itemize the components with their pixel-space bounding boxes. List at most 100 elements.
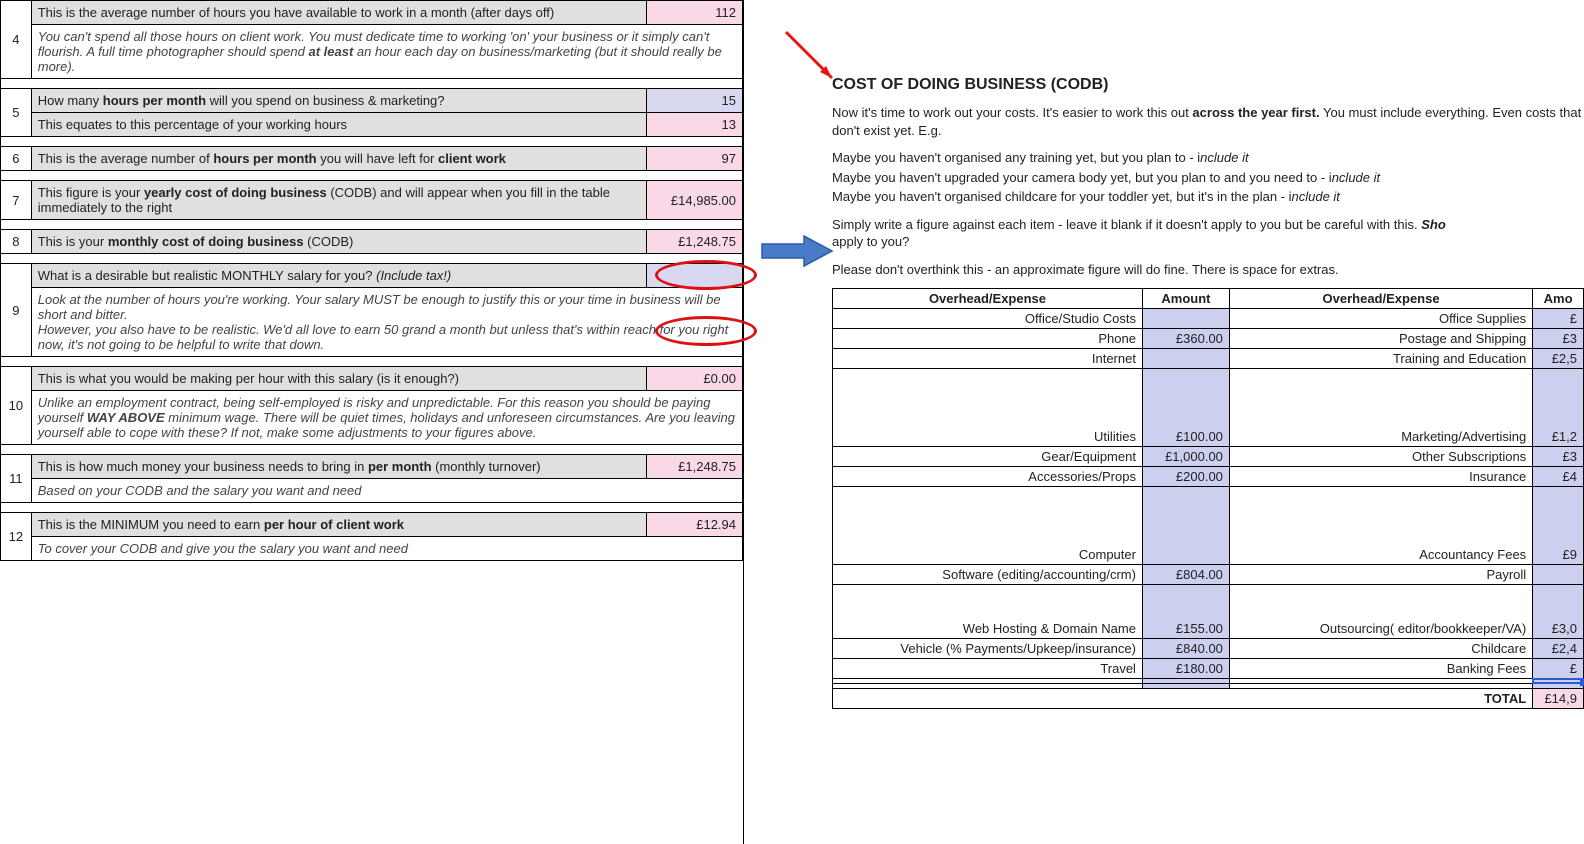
row-desc: This is the MINIMUM you need to earn per… bbox=[31, 513, 646, 537]
codb-amount-cell[interactable]: £100.00 bbox=[1142, 369, 1229, 447]
row-value[interactable]: 112 bbox=[646, 1, 742, 25]
row-value[interactable]: 15 bbox=[646, 89, 742, 113]
row-note: You can't spend all those hours on clien… bbox=[31, 25, 742, 79]
calc-row: 9What is a desirable but realistic MONTH… bbox=[1, 264, 743, 288]
maybe-line: Maybe you haven't organised any training… bbox=[832, 149, 1584, 167]
row-value[interactable]: £1,248.75 bbox=[646, 455, 742, 479]
codb-expense-label: Accountancy Fees bbox=[1229, 487, 1532, 565]
codb-amount-cell[interactable]: £2,4 bbox=[1533, 639, 1584, 659]
codb-amount-cell[interactable]: £ bbox=[1533, 309, 1584, 329]
row-sub-note: To cover your CODB and give you the sala… bbox=[31, 537, 742, 561]
codb-expense-label: Web Hosting & Domain Name bbox=[833, 585, 1143, 639]
codb-expense-label: Software (editing/accounting/crm) bbox=[833, 565, 1143, 585]
calc-row: 5How many hours per month will you spend… bbox=[1, 89, 743, 113]
calc-table: 4This is the average number of hours you… bbox=[0, 0, 743, 561]
row-desc: What is a desirable but realistic MONTHL… bbox=[31, 264, 646, 288]
row-number: 9 bbox=[1, 264, 32, 357]
codb-expense-label: Gear/Equipment bbox=[833, 447, 1143, 467]
codb-amount-cell[interactable]: £840.00 bbox=[1142, 639, 1229, 659]
codb-row: Utilities£100.00Marketing/Advertising£1,… bbox=[833, 369, 1584, 447]
calc-row: 10This is what you would be making per h… bbox=[1, 367, 743, 391]
codb-amount-cell[interactable] bbox=[1142, 309, 1229, 329]
codb-amount-cell[interactable]: £1,2 bbox=[1533, 369, 1584, 447]
codb-amount-cell[interactable] bbox=[1533, 565, 1584, 585]
codb-row: Software (editing/accounting/crm)£804.00… bbox=[833, 565, 1584, 585]
codb-amount-cell[interactable]: £200.00 bbox=[1142, 467, 1229, 487]
row-note: Look at the number of hours you're worki… bbox=[31, 288, 742, 357]
row-desc: This is how much money your business nee… bbox=[31, 455, 646, 479]
maybe-line: Maybe you haven't organised childcare fo… bbox=[832, 188, 1584, 206]
codb-header: Amo bbox=[1533, 289, 1584, 309]
row-desc: This is what you would be making per hou… bbox=[31, 367, 646, 391]
codb-header: Amount bbox=[1142, 289, 1229, 309]
codb-amount-cell[interactable]: £2,5 bbox=[1533, 349, 1584, 369]
left-spreadsheet-panel: 4This is the average number of hours you… bbox=[0, 0, 744, 844]
row-value[interactable]: £14,985.00 bbox=[646, 181, 742, 220]
codb-amount-cell-selected[interactable] bbox=[1533, 679, 1584, 684]
codb-amount-cell[interactable]: £4 bbox=[1533, 467, 1584, 487]
row-value[interactable]: £0.00 bbox=[646, 367, 742, 391]
codb-amount-cell[interactable]: £ bbox=[1533, 659, 1584, 679]
codb-amount-cell[interactable]: £360.00 bbox=[1142, 329, 1229, 349]
row-number: 8 bbox=[1, 230, 32, 254]
codb-amount-cell[interactable]: £3,0 bbox=[1533, 585, 1584, 639]
right-codb-panel: COST OF DOING BUSINESS (CODB) Now it's t… bbox=[832, 76, 1584, 709]
codb-amount-cell[interactable]: £155.00 bbox=[1142, 585, 1229, 639]
row-value[interactable]: 97 bbox=[646, 147, 742, 171]
row-number: 4 bbox=[1, 1, 32, 79]
calc-row: 8This is your monthly cost of doing busi… bbox=[1, 230, 743, 254]
codb-amount-cell[interactable]: £1,000.00 bbox=[1142, 447, 1229, 467]
codb-row: Computer Accountancy Fees£9 bbox=[833, 487, 1584, 565]
codb-total-label: TOTAL bbox=[833, 689, 1533, 709]
row-number: 5 bbox=[1, 89, 32, 137]
codb-intro: Now it's time to work out your costs. It… bbox=[832, 104, 1584, 139]
row-value[interactable]: £12.94 bbox=[646, 513, 742, 537]
row-sub-value[interactable]: 13 bbox=[646, 113, 742, 137]
codb-row: Office/Studio CostsOffice Supplies£ bbox=[833, 309, 1584, 329]
codb-expense-label: Utilities bbox=[833, 369, 1143, 447]
codb-row: Phone£360.00Postage and Shipping£3 bbox=[833, 329, 1584, 349]
row-value[interactable] bbox=[646, 264, 742, 288]
row-value[interactable]: £1,248.75 bbox=[646, 230, 742, 254]
row-desc: This figure is your yearly cost of doing… bbox=[31, 181, 646, 220]
codb-amount-cell[interactable]: £180.00 bbox=[1142, 659, 1229, 679]
codb-expense-label: Postage and Shipping bbox=[1229, 329, 1532, 349]
codb-row: Vehicle (% Payments/Upkeep/insurance)£84… bbox=[833, 639, 1584, 659]
codb-header: Overhead/Expense bbox=[833, 289, 1143, 309]
row-desc: This is the average number of hours you … bbox=[31, 1, 646, 25]
codb-expense-label: Phone bbox=[833, 329, 1143, 349]
row-sub-note: Based on your CODB and the salary you wa… bbox=[31, 479, 742, 503]
codb-maybes: Maybe you haven't organised any training… bbox=[832, 149, 1584, 206]
codb-row: Gear/Equipment£1,000.00Other Subscriptio… bbox=[833, 447, 1584, 467]
codb-expense-label: Payroll bbox=[1229, 565, 1532, 585]
row-number: 6 bbox=[1, 147, 32, 171]
row-number: 12 bbox=[1, 513, 32, 561]
codb-row: Internet Training and Education£2,5 bbox=[833, 349, 1584, 369]
codb-amount-cell[interactable]: £804.00 bbox=[1142, 565, 1229, 585]
codb-amount-cell[interactable] bbox=[1142, 349, 1229, 369]
codb-amount-cell[interactable]: £9 bbox=[1533, 487, 1584, 565]
codb-amount-cell[interactable] bbox=[1142, 487, 1229, 565]
blue-arrow-icon bbox=[760, 232, 834, 270]
codb-expense-label: Computer bbox=[833, 487, 1143, 565]
codb-total-value: £14,9 bbox=[1533, 689, 1584, 709]
row-note: Unlike an employment contract, being sel… bbox=[31, 391, 742, 445]
calc-row: 12This is the MINIMUM you need to earn p… bbox=[1, 513, 743, 537]
maybe-line: Maybe you haven't upgraded your camera b… bbox=[832, 169, 1584, 187]
codb-expense-label: Vehicle (% Payments/Upkeep/insurance) bbox=[833, 639, 1143, 659]
row-desc: This is the average number of hours per … bbox=[31, 147, 646, 171]
codb-amount-cell[interactable]: £3 bbox=[1533, 447, 1584, 467]
codb-expense-label: Training and Education bbox=[1229, 349, 1532, 369]
codb-row: Accessories/Props£200.00Insurance£4 bbox=[833, 467, 1584, 487]
row-desc: How many hours per month will you spend … bbox=[31, 89, 646, 113]
codb-expense-label: Travel bbox=[833, 659, 1143, 679]
codb-expense-label: Banking Fees bbox=[1229, 659, 1532, 679]
codb-expense-label: Marketing/Advertising bbox=[1229, 369, 1532, 447]
codb-expense-label: Internet bbox=[833, 349, 1143, 369]
codb-expense-label: Childcare bbox=[1229, 639, 1532, 659]
row-sub-desc: This equates to this percentage of your … bbox=[31, 113, 646, 137]
row-number: 11 bbox=[1, 455, 32, 503]
codb-expense-label: Outsourcing( editor/bookkeeper/VA) bbox=[1229, 585, 1532, 639]
codb-header: Overhead/Expense bbox=[1229, 289, 1532, 309]
codb-amount-cell[interactable]: £3 bbox=[1533, 329, 1584, 349]
